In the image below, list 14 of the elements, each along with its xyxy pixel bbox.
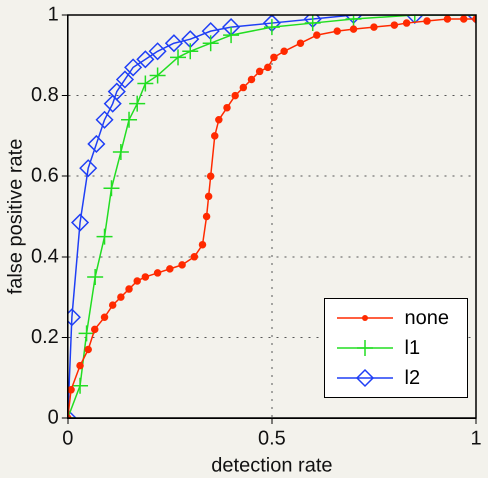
x-tick-label: 0.5	[258, 428, 286, 450]
y-tick-label: 1	[48, 4, 59, 26]
y-tick-label: 0.8	[30, 84, 59, 106]
legend-label: l2	[404, 366, 420, 390]
y-tick-label: 0.4	[30, 245, 59, 268]
legend-label: l1	[404, 336, 420, 360]
y-tick-label: 0.6	[30, 164, 59, 187]
y-tick-label: 0	[48, 406, 59, 429]
x-tick-label: 0	[62, 428, 74, 450]
x-axis-title: detection rate	[211, 454, 333, 477]
legend-label: none	[404, 306, 449, 330]
y-axis-title: false positive rate	[4, 138, 27, 294]
y-tick-label: 0.2	[30, 326, 59, 348]
x-tick-label: 1	[470, 428, 482, 450]
